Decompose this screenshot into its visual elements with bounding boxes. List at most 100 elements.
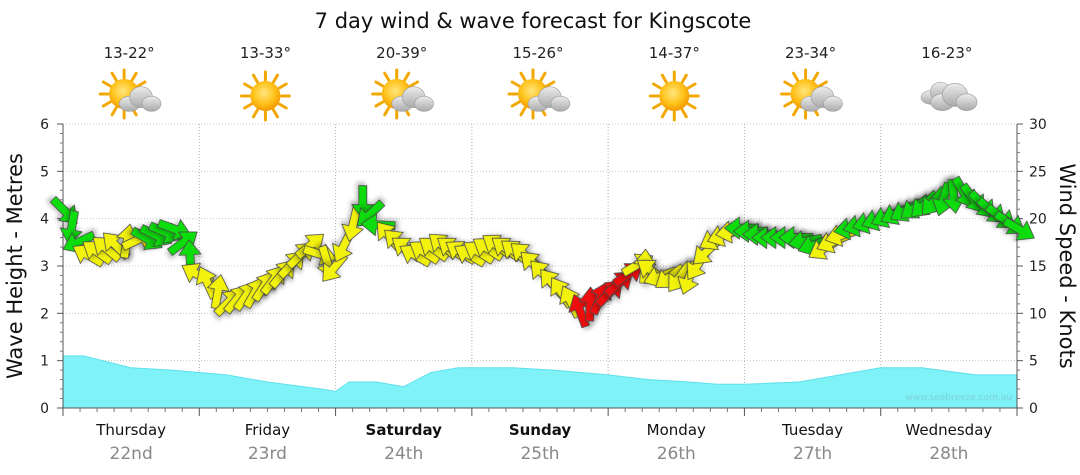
- cloud-icon: [920, 81, 978, 111]
- sun-ray: [686, 102, 697, 110]
- sun-disc: [250, 81, 281, 111]
- sun-ray: [812, 71, 820, 82]
- sun-ray: [243, 82, 254, 90]
- left-axis-label: Wave Height - Metres: [3, 153, 27, 379]
- left-tick-label: 4: [40, 212, 49, 228]
- sun-ray: [817, 80, 828, 88]
- day-name: Wednesday: [905, 421, 992, 439]
- sun-ray: [519, 106, 527, 117]
- sun-ray: [519, 71, 527, 82]
- weather-icons: 13-22° 13-33° 20-39° 15-26° 14-37° 23-34° 16-2…: [98, 44, 978, 122]
- right-tick-label: 15: [1029, 259, 1047, 275]
- day-name: Tuesday: [781, 421, 843, 439]
- day-temperature: 20-39°: [376, 44, 427, 62]
- wind-arrow: [1002, 217, 1035, 241]
- sun-ray: [660, 108, 668, 119]
- sun-ray: [110, 106, 118, 117]
- day-temperature: 16-23°: [921, 44, 972, 62]
- day-temperature: 15-26°: [512, 44, 563, 62]
- sun-ray: [652, 102, 662, 110]
- day-temperature: 13-33°: [240, 44, 291, 62]
- day-name: Friday: [245, 421, 291, 439]
- right-tick-label: 20: [1029, 212, 1047, 228]
- sun-ray: [130, 71, 138, 82]
- day-date: 23rd: [248, 444, 287, 464]
- day-date: 22nd: [110, 444, 153, 464]
- left-tick-label: 6: [40, 117, 49, 133]
- day-date: 26th: [657, 444, 696, 464]
- wind-arrow-shape: [59, 210, 83, 246]
- sun-ray: [510, 100, 521, 108]
- cloud-puff: [141, 95, 162, 112]
- cloud-shape: [391, 86, 434, 112]
- sun-rays: [239, 70, 291, 122]
- sun-cloud-icon: [371, 68, 434, 120]
- watermark: www.seabreeze.com.au: [905, 393, 1012, 403]
- cloud-shape: [930, 82, 978, 111]
- sun-ray: [510, 80, 521, 88]
- sun-ray: [251, 108, 259, 119]
- sun-ray: [251, 73, 259, 84]
- cloud-puff: [414, 95, 434, 112]
- day-date: 28th: [929, 444, 968, 464]
- sun-ray: [403, 71, 411, 82]
- day-date: 24th: [384, 444, 423, 464]
- cloud-shape: [800, 86, 843, 112]
- left-tick-label: 2: [40, 306, 49, 322]
- sun-ray: [271, 108, 279, 119]
- sun-ray: [409, 80, 419, 88]
- sun-ray: [271, 73, 279, 84]
- sun-ray: [792, 106, 800, 117]
- day-temperature: 14-37°: [649, 44, 700, 62]
- wind-arrow: [59, 210, 83, 246]
- sun-cloud-icon: [98, 68, 162, 120]
- sun-cloud-icon: [507, 68, 571, 120]
- sun-ray: [277, 102, 288, 110]
- sun-ray: [374, 100, 385, 108]
- left-tick-label: 3: [40, 259, 49, 275]
- wind-arrow: [49, 196, 78, 224]
- wave-height-area: [62, 355, 1018, 409]
- sun-ray: [136, 80, 147, 88]
- day-name: Thursday: [95, 421, 166, 439]
- wave-area-layer: [62, 355, 1018, 409]
- axis-ticks: 0 1 2 3 4 5 6 0 5 10 15 20 25 30: [40, 117, 1047, 417]
- sun-ray: [545, 80, 556, 88]
- day-name: Saturday: [366, 421, 443, 439]
- cloud-puff: [955, 93, 978, 111]
- day-labels: Thursday 22nd Friday 23rd Saturday 24th Sunday…: [95, 421, 992, 464]
- sun-ray: [686, 82, 697, 90]
- cloud-shape: [527, 86, 571, 112]
- day-date: 27th: [793, 444, 832, 464]
- sun-ray: [783, 80, 794, 88]
- sun-ray: [101, 80, 112, 88]
- sun-ray: [652, 82, 662, 90]
- wind-arrow-shape: [1002, 217, 1035, 241]
- day-temperature: 13-22°: [104, 44, 155, 62]
- wind-arrow: [207, 274, 230, 310]
- cloud-puff: [550, 95, 571, 112]
- right-axis-label: Wind Speed - Knots: [1055, 163, 1079, 368]
- sun-ray: [792, 71, 800, 82]
- sun-ray: [660, 73, 668, 84]
- sun-ray: [383, 71, 391, 82]
- right-tick-label: 0: [1029, 401, 1038, 417]
- sun-ray: [680, 73, 688, 84]
- wind-arrows: [49, 175, 1035, 329]
- cloud-puff: [823, 95, 843, 112]
- day-name: Sunday: [509, 421, 572, 439]
- day-name: Monday: [647, 421, 706, 439]
- left-tick-label: 0: [40, 401, 49, 417]
- sun-ray: [383, 106, 391, 117]
- left-tick-label: 1: [40, 354, 49, 370]
- right-tick-label: 10: [1029, 306, 1047, 322]
- sun-ray: [783, 100, 794, 108]
- cloud-shape: [118, 86, 162, 112]
- sun-ray: [101, 100, 112, 108]
- day-temperature: 23-34°: [785, 44, 836, 62]
- sun-cloud-icon: [780, 68, 843, 120]
- sun-icon: [648, 70, 700, 122]
- sun-icon: [239, 70, 291, 122]
- sun-ray: [277, 82, 288, 90]
